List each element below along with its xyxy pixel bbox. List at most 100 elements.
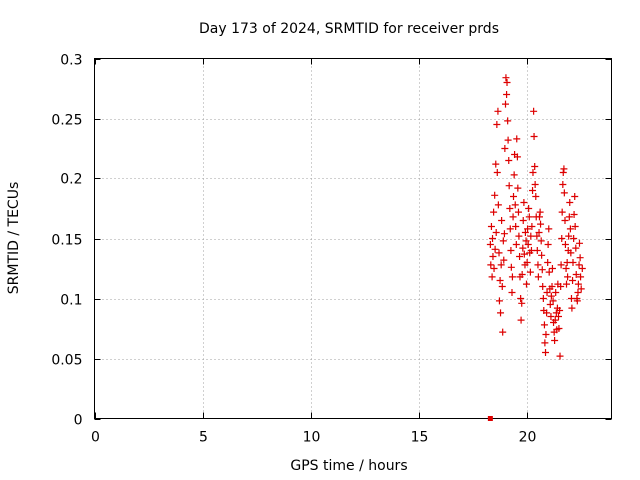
data-point <box>491 191 499 199</box>
data-point <box>568 304 576 312</box>
data-point <box>561 217 569 224</box>
data-point <box>558 208 566 216</box>
data-point <box>530 107 538 115</box>
data-point <box>531 163 539 170</box>
data-point <box>540 321 548 329</box>
data-point <box>551 337 559 344</box>
data-point <box>495 249 503 257</box>
data-point <box>538 251 546 259</box>
data-point <box>488 273 496 281</box>
data-point <box>557 261 565 269</box>
data-point <box>487 261 495 269</box>
data-point <box>508 289 516 296</box>
data-point <box>520 250 528 258</box>
data-point <box>570 211 578 218</box>
data-point <box>504 136 512 144</box>
data-point <box>569 259 577 266</box>
data-point <box>575 261 583 269</box>
data-point <box>562 265 570 272</box>
data-point <box>547 292 555 300</box>
data-point <box>522 237 530 245</box>
data-point <box>516 253 524 260</box>
data-point <box>575 239 583 247</box>
data-point <box>532 193 540 200</box>
data-point <box>536 208 544 216</box>
data-point <box>486 241 494 248</box>
data-point <box>531 181 539 188</box>
data-point <box>537 220 545 228</box>
data-point <box>520 199 528 206</box>
data-point <box>493 169 501 176</box>
data-point <box>558 235 566 242</box>
data-points <box>486 74 586 421</box>
data-point <box>514 184 522 192</box>
data-point <box>534 261 542 269</box>
data-point <box>578 265 586 272</box>
data-point <box>527 232 535 240</box>
data-point <box>513 153 521 161</box>
data-point <box>539 283 547 290</box>
data-point <box>576 254 584 262</box>
data-point <box>514 208 522 216</box>
x-tick-label: 15 <box>411 430 429 446</box>
data-point <box>490 208 498 216</box>
data-point <box>542 331 550 338</box>
data-point <box>509 213 517 221</box>
data-point <box>547 313 555 320</box>
data-point <box>523 259 531 266</box>
data-point <box>522 280 530 288</box>
data-point <box>577 285 585 293</box>
data-point <box>563 280 571 288</box>
data-point <box>564 273 572 281</box>
data-point <box>525 205 533 212</box>
data-point <box>505 182 513 190</box>
data-point <box>510 193 518 200</box>
data-point <box>515 232 523 240</box>
data-point <box>529 169 537 176</box>
data-point <box>551 316 559 324</box>
data-point <box>556 352 564 360</box>
data-point <box>527 247 535 254</box>
data-point <box>507 247 515 254</box>
data-point <box>497 261 505 269</box>
data-point <box>499 237 507 245</box>
data-point <box>565 232 573 240</box>
data-point <box>533 247 541 254</box>
data-point <box>565 213 573 221</box>
chart-title: Day 173 of 2024, SRMTID for receiver prd… <box>199 21 499 37</box>
data-point <box>503 79 511 86</box>
data-point <box>507 263 515 271</box>
data-point <box>572 271 580 278</box>
data-point <box>519 217 527 224</box>
data-point <box>519 244 527 252</box>
data-point <box>535 213 543 221</box>
data-point <box>496 277 504 284</box>
data-point <box>494 107 502 115</box>
data-point <box>560 189 568 197</box>
data-point <box>491 245 499 253</box>
data-point <box>555 325 563 332</box>
data-point <box>544 259 552 266</box>
data-point <box>505 157 513 164</box>
data-point <box>555 313 563 320</box>
data-point <box>535 229 543 236</box>
data-point <box>560 165 568 173</box>
data-point <box>559 169 567 176</box>
data-point <box>543 309 551 317</box>
data-point <box>538 266 546 274</box>
data-point <box>500 230 508 238</box>
data-point <box>524 241 532 248</box>
data-point <box>490 265 498 272</box>
data-point <box>525 213 533 221</box>
y-tick-label: 0.1 <box>60 293 82 309</box>
data-point <box>526 268 534 276</box>
data-point <box>489 235 497 242</box>
y-tick-label: 0.15 <box>51 233 82 249</box>
data-point <box>506 225 514 233</box>
data-point <box>561 241 569 248</box>
data-point <box>569 277 577 284</box>
x-tick-label: 0 <box>91 430 100 446</box>
data-point <box>508 273 516 281</box>
data-point <box>502 74 510 82</box>
